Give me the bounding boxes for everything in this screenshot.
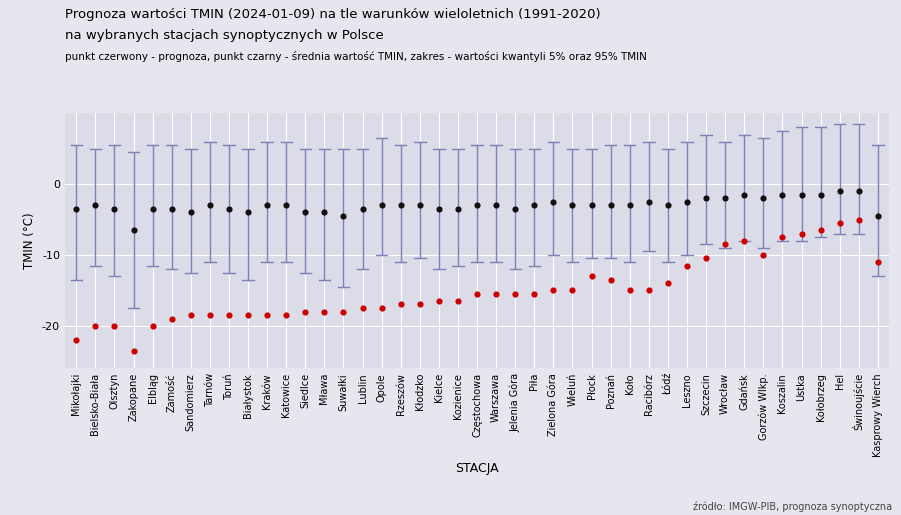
Point — [851, 187, 866, 195]
Point — [660, 201, 675, 210]
Point — [355, 304, 369, 312]
Point — [394, 300, 408, 308]
Point — [317, 307, 332, 316]
Point — [88, 321, 103, 330]
Text: punkt czerwony - prognoza, punkt czarny - średnia wartość TMIN, zakres - wartośc: punkt czerwony - prognoza, punkt czarny … — [65, 52, 647, 62]
Point — [413, 300, 427, 308]
Point — [126, 347, 141, 355]
Point — [565, 201, 579, 210]
Point — [88, 201, 103, 210]
Point — [833, 219, 847, 227]
Text: źródło: IMGW-PIB, prognoza synoptyczna: źródło: IMGW-PIB, prognoza synoptyczna — [693, 502, 892, 512]
Point — [260, 201, 275, 210]
Point — [432, 205, 446, 213]
Point — [107, 205, 122, 213]
Point — [69, 336, 84, 344]
Point — [870, 258, 885, 266]
Point — [489, 201, 504, 210]
Point — [814, 226, 828, 234]
Point — [450, 297, 465, 305]
Point — [450, 205, 465, 213]
Point — [222, 311, 236, 319]
Point — [375, 304, 389, 312]
Point — [604, 201, 618, 210]
Point — [527, 290, 542, 298]
Point — [546, 198, 560, 206]
Point — [795, 191, 809, 199]
Point — [470, 201, 485, 210]
Point — [107, 321, 122, 330]
Point — [470, 290, 485, 298]
Point — [241, 208, 255, 216]
Point — [833, 187, 847, 195]
Point — [623, 286, 637, 295]
Point — [413, 201, 427, 210]
Point — [851, 215, 866, 224]
Point — [585, 272, 599, 280]
Point — [679, 262, 694, 270]
Point — [69, 205, 84, 213]
Point — [489, 290, 504, 298]
Point — [279, 201, 294, 210]
Point — [814, 191, 828, 199]
Point — [355, 205, 369, 213]
Point — [298, 208, 313, 216]
Point — [508, 205, 523, 213]
Point — [737, 191, 751, 199]
Point — [145, 205, 159, 213]
Text: na wybranych stacjach synoptycznych w Polsce: na wybranych stacjach synoptycznych w Po… — [65, 29, 384, 42]
Point — [775, 191, 789, 199]
Point — [184, 208, 198, 216]
Point — [279, 311, 294, 319]
Point — [375, 201, 389, 210]
Point — [222, 205, 236, 213]
Point — [184, 311, 198, 319]
Point — [126, 226, 141, 234]
Point — [546, 286, 560, 295]
Point — [795, 230, 809, 238]
Point — [145, 321, 159, 330]
Point — [642, 198, 656, 206]
Text: Prognoza wartości TMIN (2024-01-09) na tle warunków wieloletnich (1991-2020): Prognoza wartości TMIN (2024-01-09) na t… — [65, 8, 600, 21]
Point — [737, 237, 751, 245]
Point — [870, 212, 885, 220]
Point — [432, 297, 446, 305]
Point — [336, 307, 350, 316]
Y-axis label: TMIN (°C): TMIN (°C) — [23, 213, 36, 269]
Point — [660, 279, 675, 287]
Point — [623, 201, 637, 210]
Point — [241, 311, 255, 319]
Point — [756, 251, 770, 259]
Point — [775, 233, 789, 242]
X-axis label: STACJA: STACJA — [455, 462, 499, 475]
Point — [718, 194, 733, 202]
Point — [203, 201, 217, 210]
Point — [585, 201, 599, 210]
Point — [203, 311, 217, 319]
Point — [679, 198, 694, 206]
Point — [565, 286, 579, 295]
Point — [756, 194, 770, 202]
Point — [317, 208, 332, 216]
Point — [336, 212, 350, 220]
Point — [527, 201, 542, 210]
Point — [718, 240, 733, 248]
Point — [604, 276, 618, 284]
Point — [642, 286, 656, 295]
Point — [260, 311, 275, 319]
Point — [165, 205, 179, 213]
Point — [699, 194, 714, 202]
Point — [165, 315, 179, 323]
Point — [699, 254, 714, 263]
Point — [298, 307, 313, 316]
Point — [394, 201, 408, 210]
Point — [508, 290, 523, 298]
